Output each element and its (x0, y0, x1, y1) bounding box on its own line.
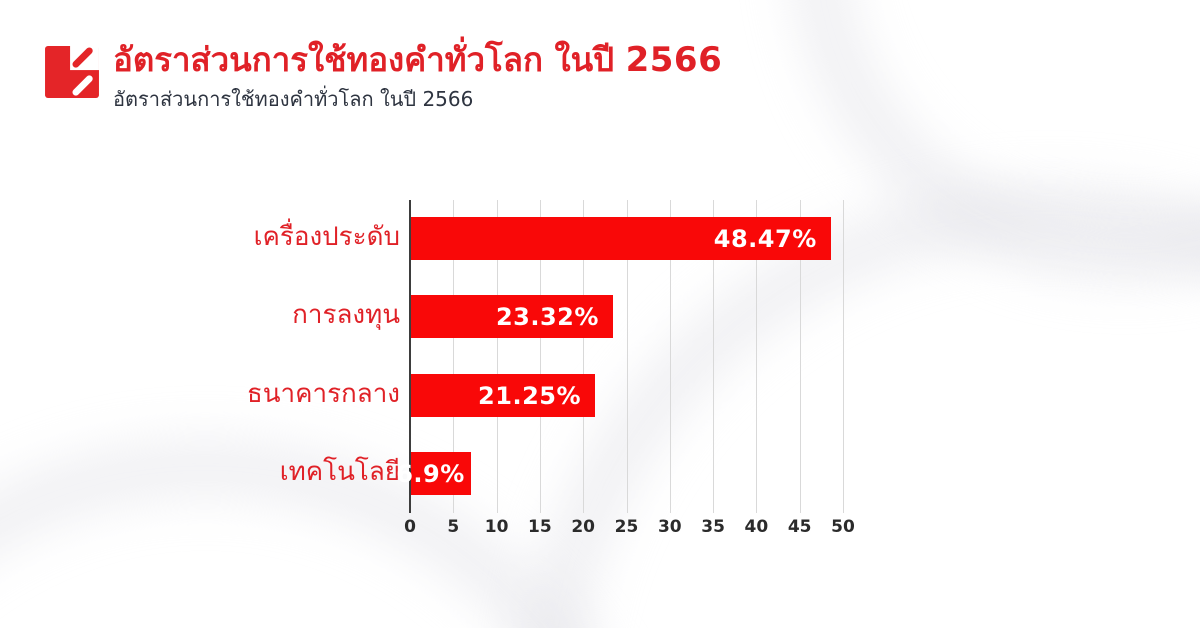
x-tick-label-35: 35 (701, 517, 725, 537)
category-label-2: การลงทุน (292, 300, 400, 330)
bar-3: 21.25% (411, 374, 596, 417)
x-tick-label-20: 20 (571, 517, 596, 537)
page-title: อัตราส่วนการใช้ทองคำทั่วโลก ในปี 2566 (113, 40, 722, 80)
page-title-year: 2566 (625, 40, 723, 80)
bar-value-label: 48.47% (713, 224, 817, 253)
gridline-20 (583, 200, 585, 513)
title-block: อัตราส่วนการใช้ทองคำทั่วโลก ในปี 2566 อั… (113, 40, 722, 111)
gridline-10 (496, 200, 498, 513)
x-tick-label-30: 30 (657, 517, 682, 537)
category-label-3: ธนาคารกลาง (246, 379, 400, 409)
bar-2: 23.32% (411, 295, 613, 338)
y-axis-line (409, 200, 411, 513)
category-label-4: เทคโนโลยี (279, 457, 400, 487)
gridline-25 (626, 200, 628, 513)
x-tick-label-45: 45 (787, 517, 812, 537)
gridline-30 (669, 200, 671, 513)
x-tick-label-0: 0 (404, 517, 416, 537)
x-tick-label-5: 5 (447, 517, 460, 537)
gridline-35 (713, 200, 715, 513)
category-label-1: เครื่องประดับ (253, 222, 400, 252)
x-tick-label-40: 40 (744, 517, 769, 537)
x-tick-label-15: 15 (528, 517, 552, 537)
plot-area: 48.47% 23.32% 21.25% 6.9% (396, 200, 844, 513)
bar-value-label: 23.32% (495, 302, 599, 331)
header: อัตราส่วนการใช้ทองคำทั่วโลก ในปี 2566 อั… (45, 40, 722, 111)
x-axis: 0 5 10 15 20 25 30 35 40 45 50 (404, 517, 855, 541)
gridline-40 (756, 200, 758, 513)
gridline-15 (539, 200, 541, 513)
gridline-5 (453, 200, 455, 513)
x-tick-label-10: 10 (484, 517, 509, 537)
x-tick-label-25: 25 (614, 517, 639, 537)
page-title-text: อัตราส่วนการใช้ทองคำทั่วโลก ในปี (113, 40, 615, 79)
page-subtitle: อัตราส่วนการใช้ทองคำทั่วโลก ในปี 2566 (113, 87, 474, 111)
bar-4: 6.9% (396, 452, 471, 495)
bar-value-label: 21.25% (478, 381, 582, 410)
gridline-45 (799, 200, 801, 513)
x-tick-label-50: 50 (831, 517, 855, 537)
bar-1: 48.47% (411, 217, 831, 260)
bar-value-label: 6.9% (396, 459, 465, 488)
red-square-arrow-logo-icon (45, 46, 99, 98)
category-labels-column: เครื่องประดับการลงทุนธนาคารกลางเทคโนโลยี (120, 200, 400, 513)
gridline-50 (843, 200, 844, 513)
